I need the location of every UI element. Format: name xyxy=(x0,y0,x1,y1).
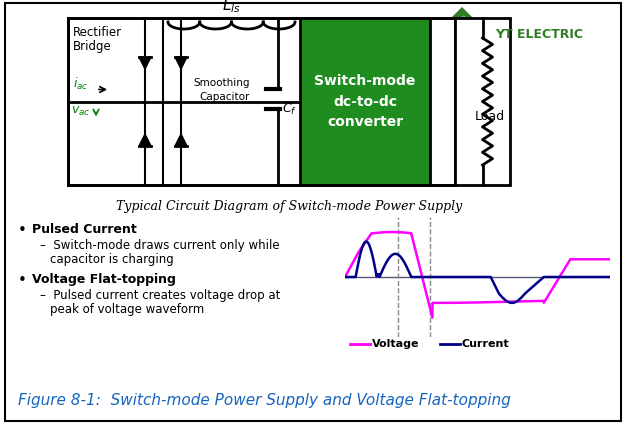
Polygon shape xyxy=(175,57,187,69)
Text: $L_{ls}$: $L_{ls}$ xyxy=(222,0,241,15)
Text: Smoothing: Smoothing xyxy=(193,78,250,89)
Text: YT ELECTRIC: YT ELECTRIC xyxy=(495,28,583,42)
Text: Typical Circuit Diagram of Switch-mode Power Supply: Typical Circuit Diagram of Switch-mode P… xyxy=(116,200,462,213)
Polygon shape xyxy=(139,134,151,146)
Polygon shape xyxy=(452,25,472,45)
Text: Switch-mode
dc-to-dc
converter: Switch-mode dc-to-dc converter xyxy=(314,74,416,129)
Text: –  Pulsed current creates voltage drop at: – Pulsed current creates voltage drop at xyxy=(40,289,280,302)
Text: Current: Current xyxy=(462,339,510,349)
Text: –  Switch-mode draws current only while: – Switch-mode draws current only while xyxy=(40,239,280,252)
Text: capacitor is charging: capacitor is charging xyxy=(50,253,174,266)
Polygon shape xyxy=(444,36,463,55)
Text: Voltage: Voltage xyxy=(372,339,419,349)
Polygon shape xyxy=(139,57,151,69)
Bar xyxy=(300,18,430,185)
Text: Capacitor: Capacitor xyxy=(200,92,250,101)
Text: $C_f$: $C_f$ xyxy=(282,102,297,117)
Bar xyxy=(455,18,510,185)
Text: •: • xyxy=(18,273,27,288)
Text: Bridge: Bridge xyxy=(73,40,112,53)
Text: Load: Load xyxy=(475,110,505,123)
Text: Voltage Flat-topping: Voltage Flat-topping xyxy=(32,273,176,286)
Polygon shape xyxy=(444,15,463,33)
Text: $i_{ac}$: $i_{ac}$ xyxy=(73,75,88,92)
Polygon shape xyxy=(175,134,187,146)
Bar xyxy=(68,18,455,185)
Polygon shape xyxy=(434,7,490,63)
Text: $v_{ac}$: $v_{ac}$ xyxy=(71,105,90,118)
Text: Figure 8-1:  Switch-mode Power Supply and Voltage Flat-topping: Figure 8-1: Switch-mode Power Supply and… xyxy=(18,393,511,407)
Text: •: • xyxy=(18,223,27,238)
Polygon shape xyxy=(463,15,480,33)
Polygon shape xyxy=(463,36,480,55)
Text: Pulsed Current: Pulsed Current xyxy=(32,223,136,236)
Polygon shape xyxy=(445,15,479,39)
Text: peak of voltage waveform: peak of voltage waveform xyxy=(50,303,204,316)
Text: Rectifier: Rectifier xyxy=(73,26,122,39)
